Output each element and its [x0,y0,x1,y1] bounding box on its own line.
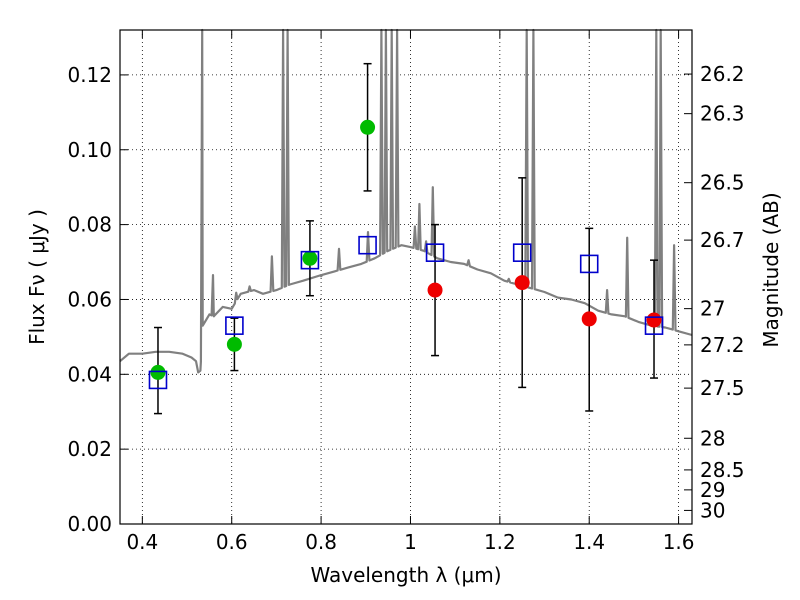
model-synthetic-marker [300,250,320,270]
x-tick-label: 0.8 [305,530,337,554]
y-tick-label: 0.04 [67,362,112,386]
y2-tick-label: 28.5 [700,458,745,482]
observed-optical-point [302,250,318,266]
data-marks [148,62,664,415]
y-tick-label: 0.06 [67,287,112,311]
model-spectrum [119,28,693,374]
y2-tick-label: 26.7 [700,228,745,252]
x-tick-label: 0.4 [126,530,158,554]
y2-tick-label: 26.5 [700,171,745,195]
model-synthetic-marker [358,235,377,255]
y2-tick-label: 27.2 [700,333,745,357]
observed-infrared-point [514,275,530,291]
model-synthetic-marker [225,316,244,335]
y2-axis-title: Magnitude (AB) [759,192,783,347]
x-tick-label: 1.6 [663,530,695,554]
observed-optical-point [150,364,166,380]
y-tick-label: 0.00 [67,512,112,536]
model-synthetic-marker [644,316,664,335]
y-tick-label: 0.02 [67,437,112,461]
axis-ticks: 0.4 0.6 0.8 1 1.2 1.4 1.6 0.00 0.02 0.04 0.06 0.08 0… [67,30,745,554]
observed-optical-point [360,119,376,135]
model-synthetic-marker [148,370,168,390]
y-tick-label: 0.12 [67,63,112,87]
model-synthetic-marker [579,254,599,274]
y2-tick-label: 29 [700,478,725,502]
observed-infrared-point [646,312,662,328]
x-axis-title: Wavelength λ (μm) [310,563,501,587]
y-tick-label: 0.10 [67,138,112,162]
y2-tick-label: 27 [700,297,725,321]
model-synthetic-marker [425,243,445,262]
observed-infrared-point [581,311,597,327]
model-synthetic-marker [512,243,532,262]
plot-frame [119,29,693,525]
observed-infrared-point [427,282,443,298]
y-tick-label: 0.08 [67,213,112,237]
model-spectrum-line [119,28,693,374]
x-tick-label: 1.2 [484,530,516,554]
observed-optical-point [226,336,242,352]
y2-tick-label: 26.3 [700,102,745,126]
x-tick-label: 1.4 [573,530,605,554]
y2-tick-label: 26.2 [700,62,745,86]
x-tick-label: 1 [404,530,417,554]
x-tick-label: 0.6 [216,530,248,554]
y-axis-title: Flux Fν ( μJy ) [25,209,49,345]
y2-tick-label: 30 [700,498,725,522]
y2-tick-label: 28 [700,426,725,450]
y2-tick-label: 27.5 [700,376,745,400]
